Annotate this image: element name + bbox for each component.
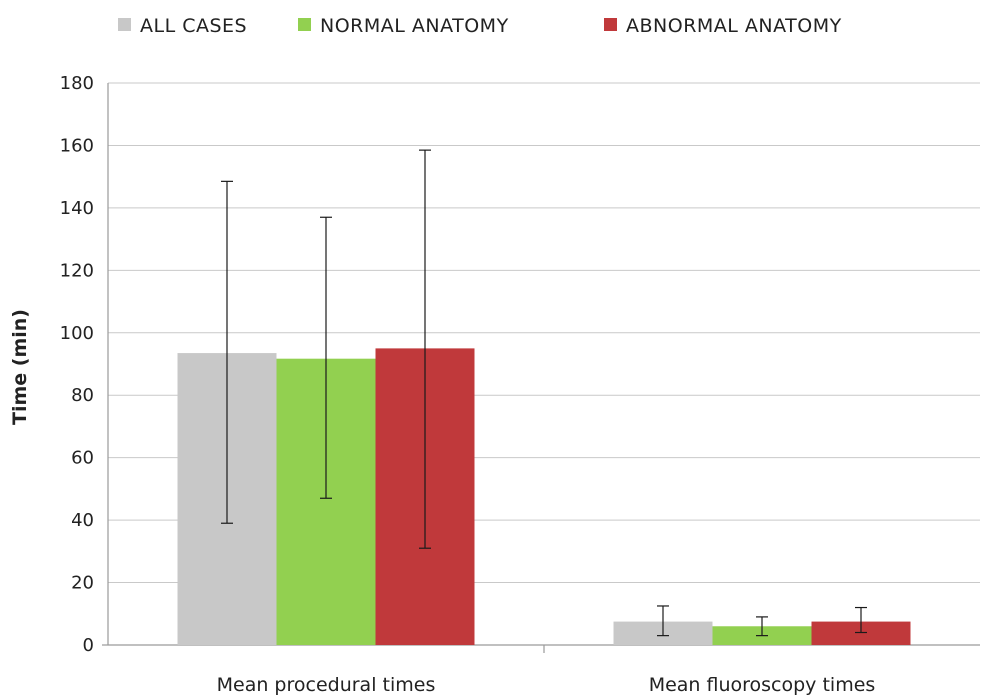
y-tick-labels: 0 20 40 60 80 100 120 140 160 180 bbox=[60, 73, 94, 656]
bar bbox=[811, 621, 911, 645]
legend-swatch bbox=[604, 18, 617, 31]
y-tick-label: 120 bbox=[60, 260, 94, 281]
y-axis-title: Time (min) bbox=[9, 309, 31, 425]
x-category-labels: Mean procedural times Mean fluoroscopy ti… bbox=[217, 674, 876, 696]
y-tick-label: 80 bbox=[71, 385, 94, 406]
legend: ALL CASES NORMAL ANATOMY ABNORMAL ANATOMY bbox=[118, 15, 842, 37]
y-tick-label: 0 bbox=[83, 635, 94, 656]
y-tick-label: 20 bbox=[71, 573, 94, 594]
x-category-label: Mean fluoroscopy times bbox=[649, 674, 876, 696]
legend-swatch bbox=[298, 18, 311, 31]
legend-label: NORMAL ANATOMY bbox=[320, 15, 509, 37]
bars bbox=[177, 348, 911, 645]
y-tick-label: 100 bbox=[60, 323, 94, 344]
x-category-label: Mean procedural times bbox=[217, 674, 436, 696]
y-tick-label: 40 bbox=[71, 510, 94, 531]
y-tick-label: 140 bbox=[60, 198, 94, 219]
legend-swatch bbox=[118, 18, 131, 31]
y-tick-label: 160 bbox=[60, 135, 94, 156]
legend-label: ABNORMAL ANATOMY bbox=[626, 15, 842, 37]
legend-label: ALL CASES bbox=[140, 15, 247, 37]
y-tick-label: 60 bbox=[71, 448, 94, 469]
y-tick-label: 180 bbox=[60, 73, 94, 94]
error-bars bbox=[221, 149, 867, 637]
